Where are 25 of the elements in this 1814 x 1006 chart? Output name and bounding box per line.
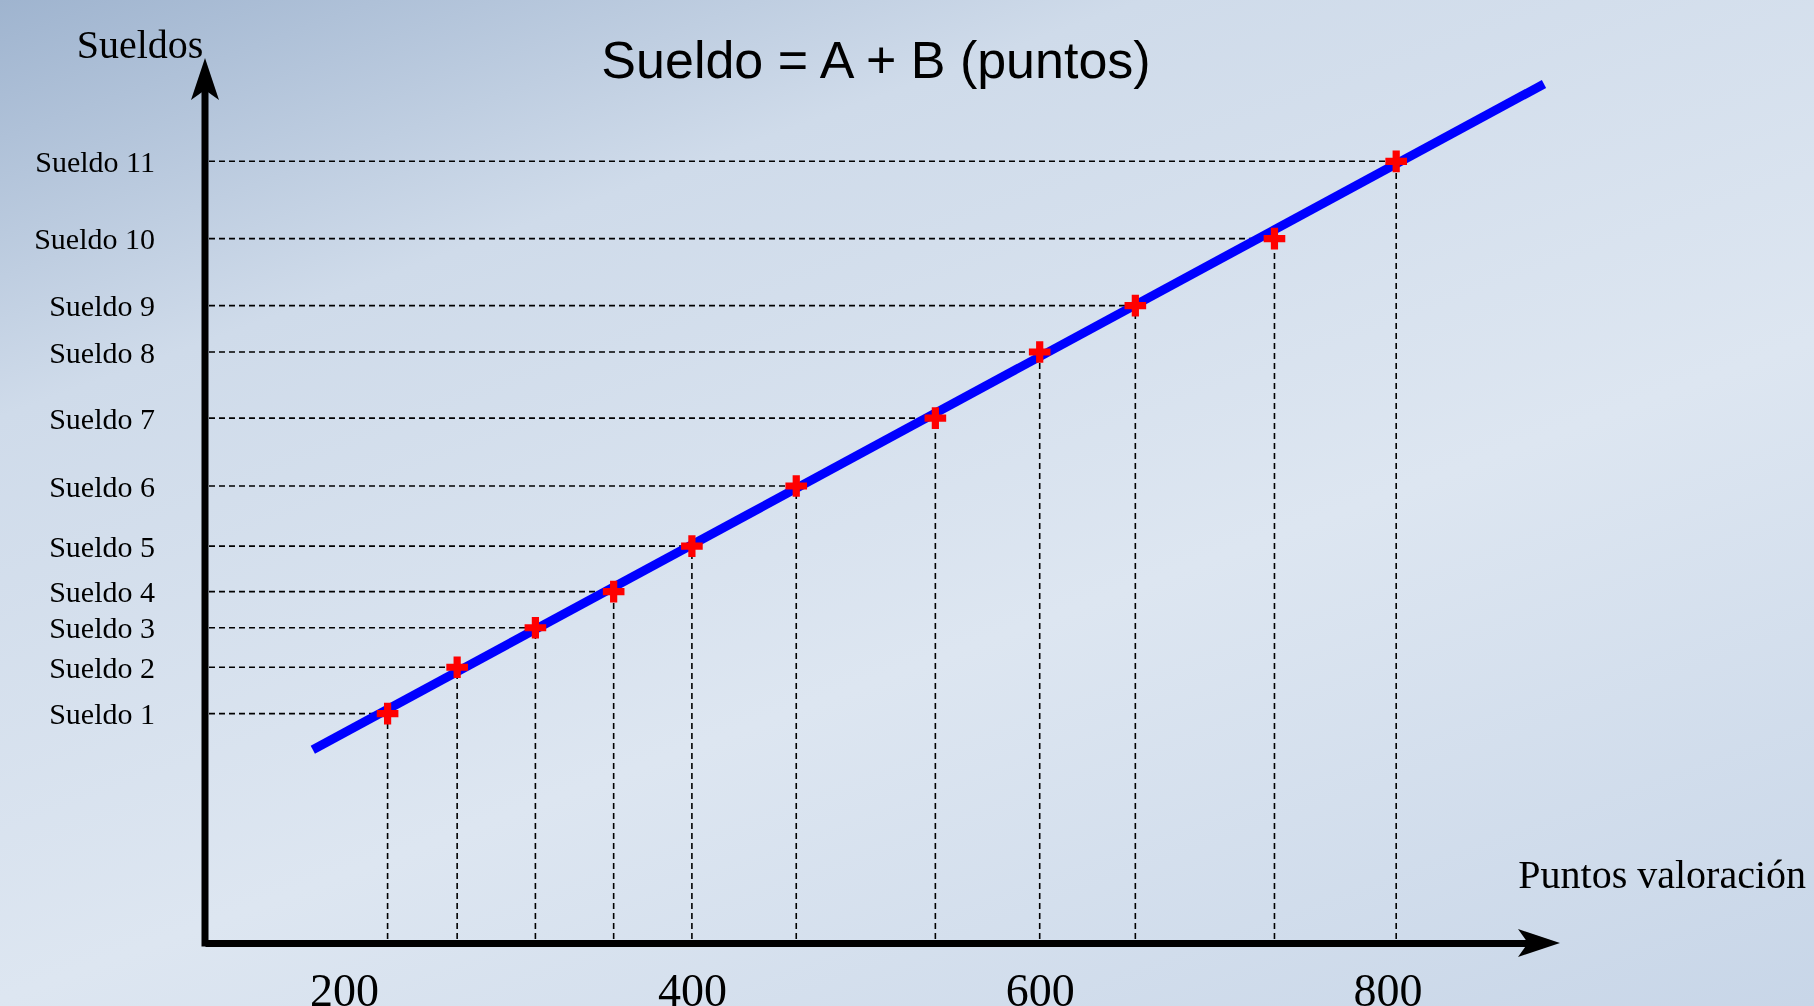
x-axis-title: Puntos valoración <box>1518 852 1806 897</box>
ref-line-label: Sueldo 9 <box>49 289 155 323</box>
point <box>1385 150 1408 173</box>
point <box>1263 227 1286 250</box>
ref-line-label: Sueldo 2 <box>49 650 155 684</box>
ref-line-label: Sueldo 5 <box>49 529 155 563</box>
chart-title: Sueldo = A + B (puntos) <box>601 31 1151 89</box>
ref-line-label: Sueldo 10 <box>34 222 155 256</box>
ref-line-label: Sueldo 6 <box>49 469 155 503</box>
ref-line-label: Sueldo 4 <box>49 575 155 609</box>
ref-line-label: Sueldo 1 <box>49 697 155 731</box>
point <box>446 656 468 679</box>
point <box>1028 341 1051 363</box>
point <box>924 407 947 429</box>
ref-line-label: Sueldo 3 <box>49 611 155 645</box>
point <box>785 475 808 497</box>
point <box>376 702 399 725</box>
point <box>1124 294 1147 317</box>
point <box>681 535 703 557</box>
ref-line-label: Sueldo 11 <box>35 144 155 178</box>
y-axis-title: Sueldos <box>76 22 204 67</box>
ref-line-label: Sueldo 7 <box>49 401 155 435</box>
ref-line-label: Sueldo 8 <box>49 335 155 369</box>
point <box>602 580 625 603</box>
point <box>524 616 547 639</box>
